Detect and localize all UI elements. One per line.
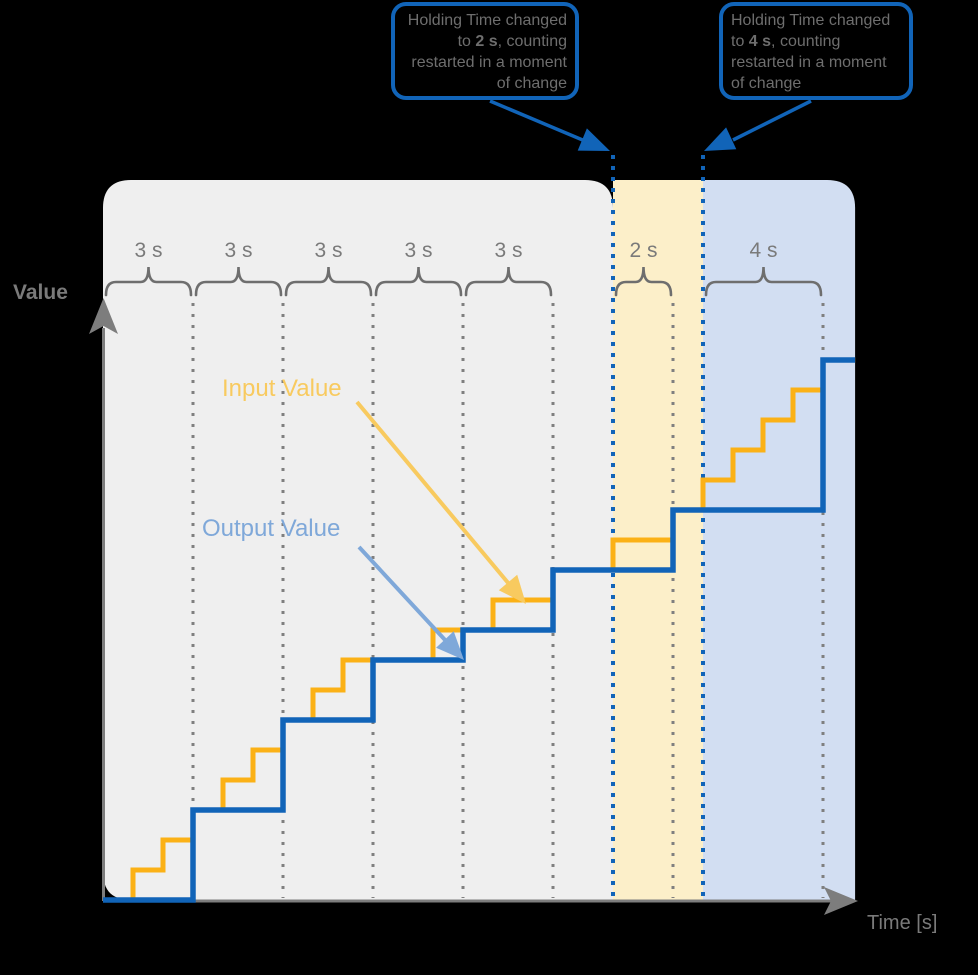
- input-arrow-head-icon: [498, 574, 526, 604]
- y-axis: [89, 298, 118, 901]
- hold-duration-label: 3 s: [224, 239, 252, 262]
- callout-2s-arrow-shaft: [489, 99, 586, 143]
- x-axis-arrow-icon: [824, 887, 858, 915]
- callout-2s-line3: restarted in a moment: [411, 54, 567, 71]
- hold-duration-label: 2 s: [629, 239, 657, 262]
- hold-brace: [704, 266, 823, 297]
- callout-4s-arrow: [704, 99, 812, 151]
- callout-4s-arrow-head-icon: [704, 127, 737, 151]
- input-value-arrow: [355, 400, 526, 604]
- hold-4s-region: [703, 180, 856, 900]
- callout-4s-arrow-shaft: [732, 99, 812, 142]
- blue-dotted-change-lines: [611, 155, 705, 898]
- hold-brace: [374, 266, 463, 297]
- hold-brace: [284, 266, 373, 297]
- callout-4s-line1: Holding Time changed: [731, 12, 891, 29]
- hold-brace: [104, 266, 193, 297]
- hold-brace: [464, 266, 553, 297]
- hold-duration-label: 3 s: [314, 239, 342, 262]
- hold-brace: [614, 266, 673, 297]
- callout-holding-time-2s: Holding Time changed to 2 s, counting re…: [391, 2, 579, 100]
- y-axis-arrow-icon: [89, 298, 118, 334]
- callout-holding-time-4s: Holding Time changed to 4 s, counting re…: [719, 2, 913, 100]
- hold-duration-label: 4 s: [749, 239, 777, 262]
- value-axis-label: Value: [13, 281, 68, 304]
- callout-2s-arrow: [489, 99, 610, 151]
- time-axis-label: Time [s]: [867, 912, 938, 934]
- input-value-label: Input Value: [222, 375, 342, 402]
- step-lines: [103, 357, 856, 903]
- chart-regions: [103, 180, 856, 900]
- output-value-label: Output Value: [202, 515, 341, 542]
- output-value-arrow: [357, 545, 464, 660]
- hold-duration-label: 3 s: [494, 239, 522, 262]
- callout-4s-line4: of change: [731, 75, 802, 92]
- x-axis: [103, 887, 858, 915]
- callout-4s-line3: restarted in a moment: [731, 54, 887, 71]
- callout-2s-line2: to 2 s, counting: [457, 33, 567, 50]
- output-step-line: [103, 357, 856, 903]
- hold-brace: [194, 266, 283, 297]
- callout-2s-line1: Holding Time changed: [407, 12, 567, 29]
- input-arrow-shaft: [355, 400, 511, 586]
- callout-2s-arrow-head-icon: [577, 128, 610, 151]
- callout-4s-line2: to 4 s, counting: [731, 33, 841, 50]
- callout-2s-line4: of change: [496, 75, 567, 92]
- hold-duration-label: 3 s: [404, 239, 432, 262]
- hold-time-braces: 3 s 3 s 3 s 3 s 3 s 2 s 4 s: [104, 239, 823, 297]
- output-arrow-shaft: [357, 545, 448, 643]
- hold-3s-region: [103, 180, 613, 900]
- output-arrow-head-icon: [436, 631, 464, 660]
- hold-duration-label: 3 s: [134, 239, 162, 262]
